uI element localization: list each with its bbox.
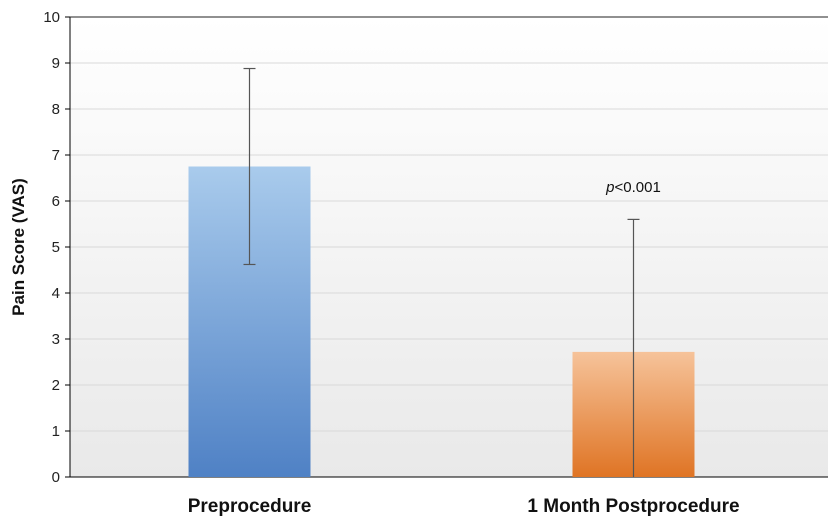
y-tick-label: 6	[52, 193, 60, 210]
y-tick-label: 2	[52, 377, 60, 394]
y-axis-title: Pain Score (VAS)	[9, 178, 28, 316]
y-tick-label: 9	[52, 55, 60, 72]
error-bars	[243, 67, 640, 477]
y-tick-label: 8	[52, 101, 60, 118]
y-tick-label: 4	[52, 285, 60, 302]
y-axis-ticks: 0 1 2 3 4 5 6 7 8 9 10	[43, 9, 70, 486]
y-tick-label: 3	[52, 331, 60, 348]
y-tick-label: 5	[52, 239, 60, 256]
p-value-prefix: p	[605, 179, 614, 196]
y-tick-label: 10	[43, 9, 60, 26]
p-value-text: <0.001	[615, 179, 661, 196]
category-label-1: Preprocedure	[188, 496, 312, 517]
category-labels: Preprocedure 1 Month Postprocedure	[188, 496, 740, 517]
category-label-2: 1 Month Postprocedure	[527, 496, 739, 517]
p-value-annotation: p<0.001	[605, 179, 661, 196]
y-tick-label: 7	[52, 147, 60, 164]
y-tick-label: 1	[52, 423, 60, 440]
y-tick-label: 0	[52, 469, 60, 486]
